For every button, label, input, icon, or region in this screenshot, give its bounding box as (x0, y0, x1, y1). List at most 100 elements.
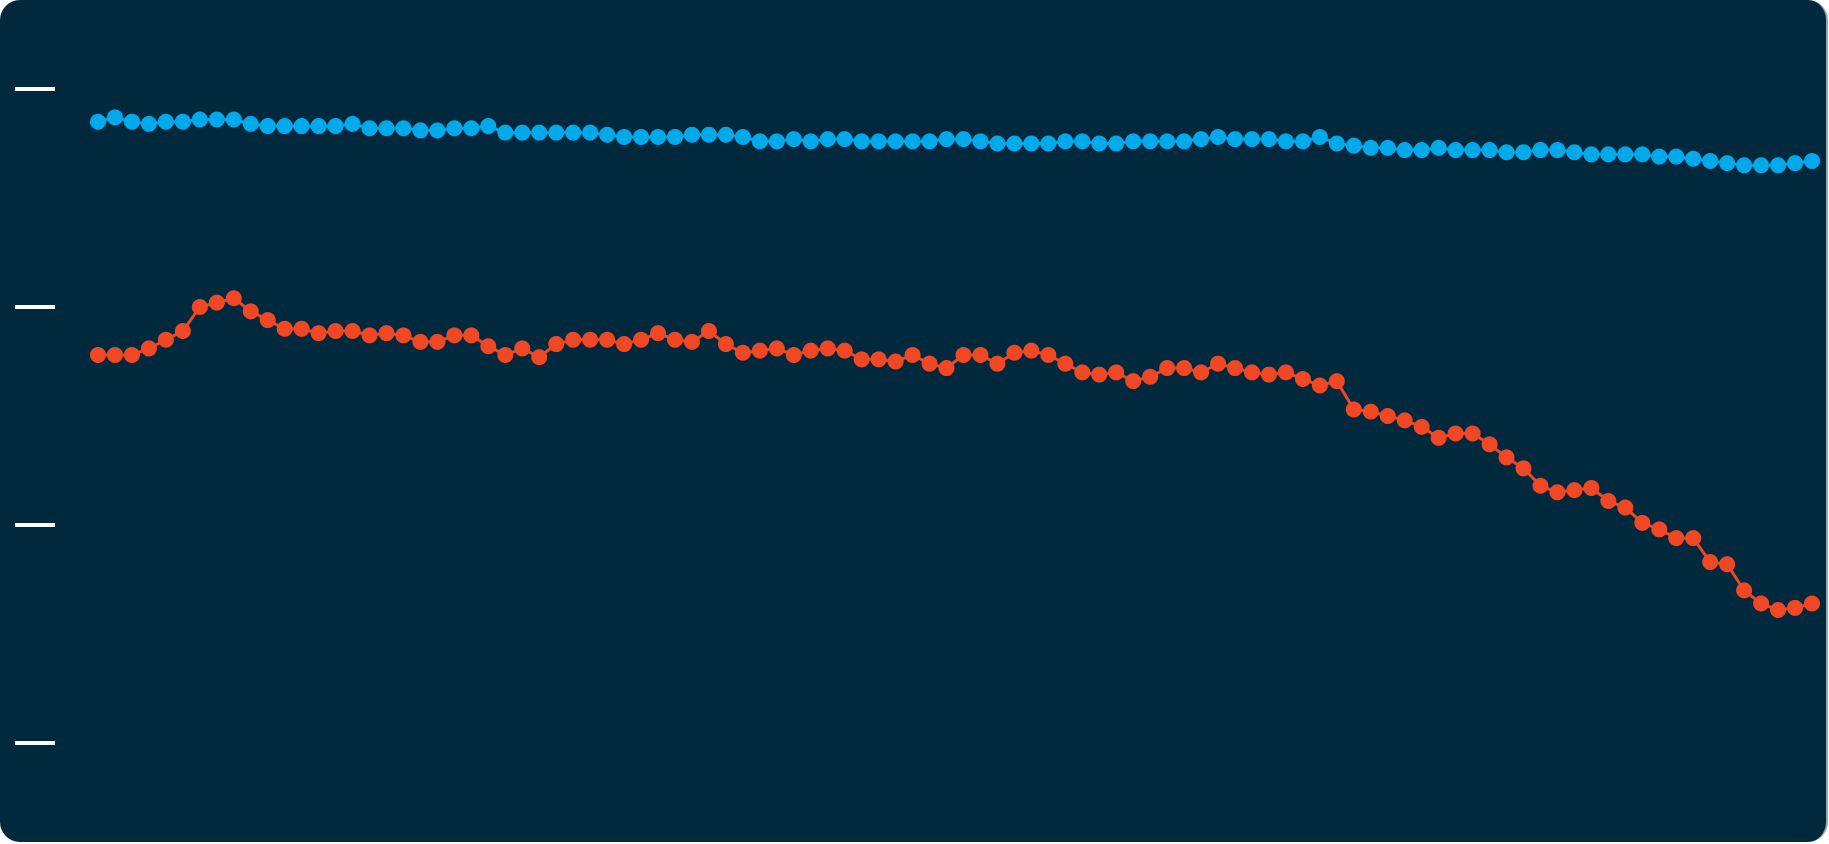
series-1-point (1006, 344, 1023, 361)
series-0-point (259, 118, 276, 135)
series-0-point (565, 124, 582, 141)
series-0-point (683, 126, 700, 143)
series-0-point (208, 111, 225, 128)
series-0-point (1379, 139, 1396, 156)
series-0-point (412, 122, 429, 139)
series-0-point (276, 118, 293, 135)
series-1-point (683, 333, 700, 350)
series-0-point (548, 124, 565, 141)
series-0-point (1600, 146, 1617, 163)
series-0-point (938, 131, 955, 148)
series-1-point (90, 346, 106, 363)
series-1-point (344, 322, 361, 339)
series-0-point (633, 128, 650, 145)
series-1-point (1804, 595, 1820, 612)
series-0-point (582, 124, 599, 141)
y-tick-mark (15, 87, 55, 91)
series-0-point (768, 133, 785, 150)
series-1-point (208, 294, 225, 311)
series-0-point (1125, 133, 1142, 150)
series-1-point (1651, 521, 1668, 538)
series-1-point (1787, 599, 1804, 616)
series-0-point (1583, 146, 1600, 163)
series-0-point (870, 133, 887, 150)
series-0-point (1193, 131, 1210, 148)
series-0-point (293, 118, 310, 135)
series-1-point (1668, 530, 1685, 547)
series-0-point (1074, 133, 1091, 150)
series-0-point (1685, 150, 1702, 167)
series-0-point (1532, 142, 1549, 159)
series-0-point (1651, 148, 1668, 165)
series-1-point (1040, 346, 1057, 363)
series-0-point (1464, 142, 1481, 159)
series-1-point (785, 346, 802, 363)
series-0-point (700, 126, 717, 143)
series-0-point (1142, 133, 1159, 150)
series-1-point (191, 299, 208, 315)
series-1-point (650, 325, 667, 342)
series-1-point (1379, 408, 1396, 424)
series-0-point (310, 118, 327, 135)
series-0-point (1498, 144, 1515, 161)
series-1-point (446, 327, 463, 344)
series-0-point (1515, 144, 1532, 161)
series-1-line (98, 296, 1813, 612)
series-0-point (1260, 131, 1277, 148)
series-0-point (921, 133, 938, 150)
series-1-point (1481, 436, 1498, 453)
series-1-point (174, 322, 191, 339)
series-0-point (1396, 142, 1413, 159)
series-0-point (225, 111, 242, 128)
series-1-point (1023, 342, 1040, 359)
series-0-point (1447, 142, 1464, 159)
series-0-point (972, 133, 989, 150)
series-0-point (344, 115, 361, 132)
series-0-point (242, 115, 259, 132)
series-0-point (1227, 131, 1244, 148)
series-0-point (955, 131, 972, 148)
series-0-point (1736, 157, 1753, 174)
series-1-point (870, 351, 887, 368)
series-1-point (768, 340, 785, 357)
series-0-point (514, 124, 531, 141)
series-0-point (157, 113, 174, 130)
series-1-point (1600, 493, 1617, 510)
series-1-point (412, 333, 429, 350)
series-1-point (225, 290, 242, 307)
series-0-point (1108, 135, 1125, 152)
series-1-point (1447, 425, 1464, 442)
series-1-point (1566, 482, 1583, 499)
series-0-point (1176, 133, 1193, 150)
series-1-point (1142, 368, 1159, 385)
series-1-point (734, 344, 751, 361)
series-1-point (480, 338, 497, 355)
series-0-point (497, 124, 514, 141)
series-1-point (1176, 360, 1193, 377)
series-1-point (1702, 554, 1719, 571)
series-0-point (599, 126, 616, 143)
series-1-point (1277, 364, 1294, 381)
series-1-point (140, 340, 157, 357)
series-0-point (1159, 133, 1176, 150)
series-1-point (1413, 418, 1430, 435)
series-1-point (1328, 373, 1345, 390)
series-1-point (582, 331, 599, 348)
series-1-point (1057, 355, 1074, 372)
series-0-point (1787, 155, 1804, 172)
series-1-point (1210, 355, 1227, 372)
series-0-point (395, 120, 412, 137)
series-1-point (395, 327, 412, 344)
series-0-point (650, 128, 667, 145)
y-tick-mark (15, 523, 55, 527)
series-1-point (514, 340, 531, 357)
series-0-point (802, 133, 819, 150)
series-0-point (1277, 133, 1294, 150)
series-1-point (1345, 401, 1362, 418)
series-1-point (1227, 360, 1244, 377)
series-0-point (734, 128, 751, 145)
series-0-point (140, 115, 157, 132)
series-0-point (1668, 148, 1685, 165)
series-0-point (836, 131, 853, 148)
